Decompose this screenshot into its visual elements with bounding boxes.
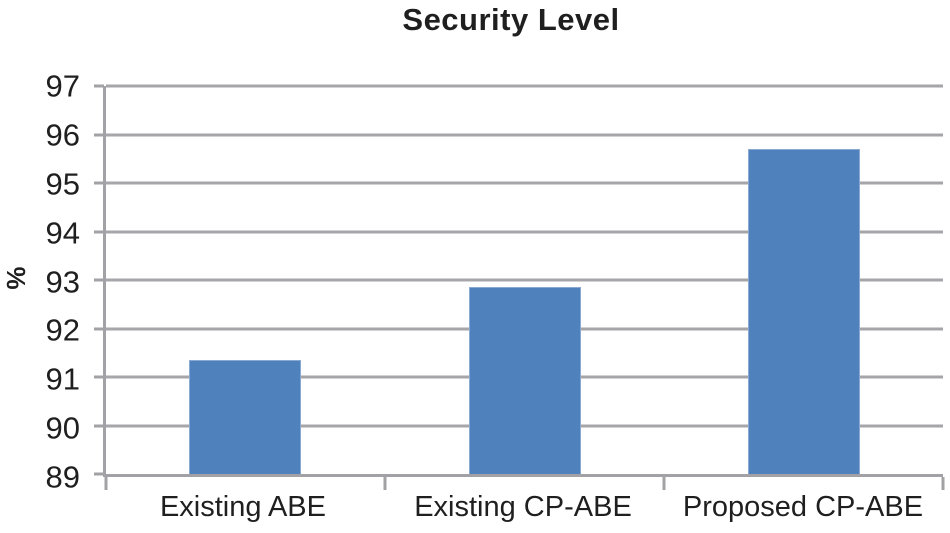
plot-area: [94, 84, 945, 490]
gridline-94: [106, 230, 943, 233]
y-tick-label-95: 95: [45, 166, 80, 202]
y-tick-label-96: 96: [45, 117, 80, 153]
x-category-label-1: Existing CP-ABE: [414, 491, 632, 523]
y-tick-mark-96: [94, 133, 104, 136]
y-tick-labels: 97 96 95 94 93 92 91 90 89: [0, 71, 80, 493]
chart-title: Security Level: [402, 2, 620, 37]
bar-proposed-cp-abe: [747, 149, 860, 474]
y-tick-mark-91: [94, 375, 104, 379]
y-tick-label-89: 89: [45, 459, 80, 495]
y-tick-label-90: 90: [45, 410, 80, 446]
y-tick-label-92: 92: [45, 312, 80, 348]
gridline-96: [106, 133, 943, 136]
y-tick-mark-92: [94, 327, 104, 330]
bar-existing-abe: [189, 360, 302, 474]
x-category-labels: Existing ABE Existing CP-ABE Proposed CP-A…: [103, 490, 943, 526]
y-tick-mark-90: [94, 424, 104, 427]
y-tick-mark-93: [94, 278, 104, 282]
x-tick-mark-2: [662, 477, 666, 490]
x-tick-mark-1: [383, 477, 387, 490]
y-tick-mark-89: [94, 472, 104, 476]
gridline-97: [106, 84, 943, 88]
y-tick-label-91: 91: [45, 361, 80, 397]
y-tick-mark-95: [94, 181, 104, 185]
y-tick-label-97: 97: [45, 68, 80, 104]
gridline-95: [106, 181, 943, 185]
x-tick-mark-0: [104, 477, 108, 490]
y-tick-mark-97: [94, 84, 104, 88]
y-tick-label-94: 94: [45, 215, 80, 251]
y-tick-mark-94: [94, 230, 104, 233]
x-category-label-0: Existing ABE: [159, 491, 326, 523]
bar-existing-cp-abe: [468, 287, 581, 474]
x-tick-mark-3: [941, 477, 945, 490]
gridline-93: [106, 278, 943, 282]
y-tick-label-93: 93: [45, 264, 80, 299]
x-category-label-2: Proposed CP-ABE: [682, 491, 924, 523]
